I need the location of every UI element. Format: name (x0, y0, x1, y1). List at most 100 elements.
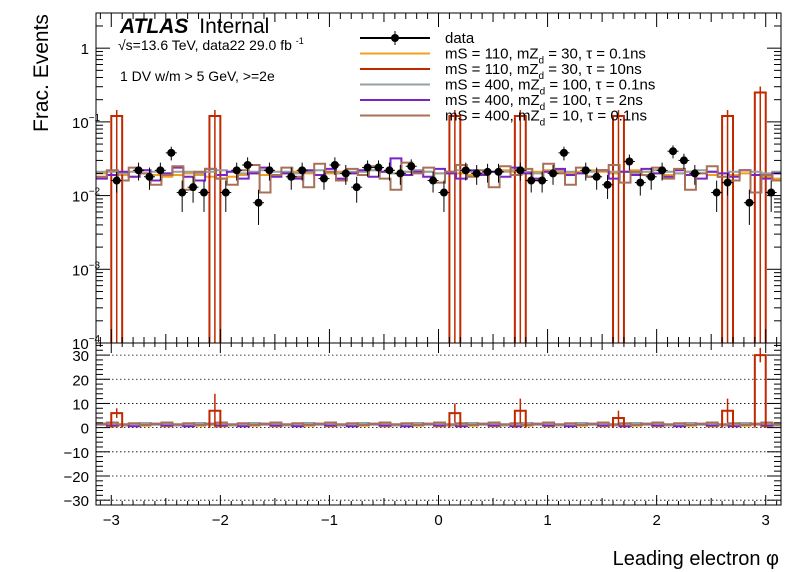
data-point-31 (527, 176, 536, 185)
legend-subscript: d (540, 102, 546, 113)
energy-label: √s=13.6 TeV, data22 29.0 fb -1 (118, 36, 304, 53)
energy-superscript: -1 (296, 36, 304, 46)
ratio-histograms (96, 347, 781, 428)
data-point-32 (538, 176, 547, 185)
step-series-5 (96, 161, 781, 194)
legend-label-1: mS = 110, mZd = 30, τ = 0.1ns (445, 46, 646, 67)
main-axes (99, 13, 778, 343)
legend-text: mS = 400, mZ (445, 77, 540, 94)
data-points (111, 145, 777, 225)
legend-subscript: d (540, 118, 546, 129)
y-tick-label-0: 1 (81, 41, 89, 58)
data-point-5 (178, 188, 187, 197)
y-tick-exponent: −1 (89, 113, 101, 124)
legend-text-rest: = 30, τ = 0.1ns (544, 46, 646, 63)
ratio-y-ticks: 30 20 10 0 −10 −20 −30 (64, 344, 781, 510)
y-tick-base: 10 (72, 336, 89, 353)
data-point-36 (592, 172, 601, 181)
legend-text-rest: = 100, τ = 2ns (545, 92, 643, 109)
data-point-38 (625, 157, 634, 166)
x-tick-label-6: 3 (762, 512, 770, 529)
y-tick-base: 10 (72, 189, 89, 206)
x-axis-label: Leading electron φ (613, 548, 779, 570)
legend-text-rest: = 100, τ = 0.1ns (545, 77, 655, 94)
data-point-26 (461, 166, 470, 175)
y-tick-base: 10 (72, 115, 89, 132)
data-point-29 (494, 167, 503, 176)
y-tick-label-4: 10−4 (72, 334, 101, 353)
ratio-y-tick-label-2: 10 (72, 396, 89, 413)
x-tick-label-2: −1 (321, 512, 338, 529)
y-tick-label-1: 10−1 (72, 113, 101, 132)
data-point-33 (549, 169, 558, 178)
legend-text-rest: = 30, τ = 10ns (544, 61, 642, 78)
data-point-47 (745, 198, 754, 207)
data-point-21 (385, 166, 394, 175)
legend-text-rest: = 10, τ = 0.1ns (545, 108, 647, 125)
data-point-0 (112, 176, 121, 185)
y-tick-label-3: 10−3 (72, 260, 101, 279)
data-point-16 (330, 160, 339, 169)
data-point-17 (341, 169, 350, 178)
data-point-42 (669, 147, 678, 156)
main-histograms (96, 86, 781, 343)
legend-label-4: mS = 400, mZd = 100, τ = 2ns (445, 92, 643, 113)
data-point-40 (647, 172, 656, 181)
atlas-label: ATLAS Internal (119, 15, 269, 38)
ratio-y-tick-label-0: 30 (72, 348, 89, 365)
data-point-2 (145, 172, 154, 181)
atlas-word: ATLAS (119, 15, 188, 38)
data-point-48 (767, 188, 776, 197)
legend-text: mS = 110, mZ (445, 61, 539, 78)
x-tick-label-1: −2 (212, 512, 229, 529)
data-point-28 (483, 167, 492, 176)
legend-label-2: mS = 110, mZd = 30, τ = 10ns (445, 61, 642, 82)
data-point-34 (559, 148, 568, 157)
data-point-20 (374, 163, 383, 172)
legend-subscript: d (539, 56, 545, 67)
data-point-12 (265, 166, 274, 175)
data-point-15 (319, 174, 328, 183)
energy-text: √s=13.6 TeV, data22 29.0 fb (118, 37, 292, 53)
y-tick-label-2: 10−2 (72, 187, 101, 206)
data-point-39 (636, 178, 645, 187)
data-point-35 (581, 166, 590, 175)
selection-label: 1 DV w/m > 5 GeV, >=2e (120, 68, 275, 84)
data-point-1 (134, 166, 143, 175)
x-tick-label-5: 2 (652, 512, 660, 529)
data-point-25 (439, 188, 448, 197)
data-point-37 (603, 180, 612, 189)
data-point-7 (199, 188, 208, 197)
data-point-44 (690, 169, 699, 178)
main-panel: 110−110−210−310−4 Frac. Events ATLAS Int… (30, 12, 782, 353)
y-tick-exponent: −3 (89, 260, 101, 271)
y-tick-base: 10 (72, 262, 89, 279)
x-tick-label-0: −3 (103, 512, 120, 529)
y-tick-exponent: −4 (89, 334, 101, 345)
atlas-status: Internal (199, 15, 269, 38)
y-tick-exponent: −2 (89, 187, 101, 198)
data-point-11 (254, 198, 263, 207)
data-point-23 (407, 162, 416, 171)
data-point-22 (396, 169, 405, 178)
legend-subscript: d (540, 87, 546, 98)
data-point-27 (472, 169, 481, 178)
data-point-4 (167, 148, 176, 157)
ratio-y-tick-label-1: 20 (72, 372, 89, 389)
data-point-43 (679, 156, 688, 165)
data-point-13 (287, 172, 296, 181)
data-point-24 (429, 176, 438, 185)
legend-text: mS = 400, mZ (445, 108, 540, 125)
legend-label-5: mS = 400, mZd = 10, τ = 0.1ns (445, 108, 647, 129)
data-point-30 (516, 166, 525, 175)
data-point-18 (352, 183, 361, 192)
data-point-6 (189, 183, 198, 192)
data-point-41 (658, 166, 667, 175)
data-point-8 (221, 188, 230, 197)
ratio-x-ticks: −3 −2 −1 0 1 2 3 (99, 343, 778, 529)
data-point-45 (712, 188, 721, 197)
